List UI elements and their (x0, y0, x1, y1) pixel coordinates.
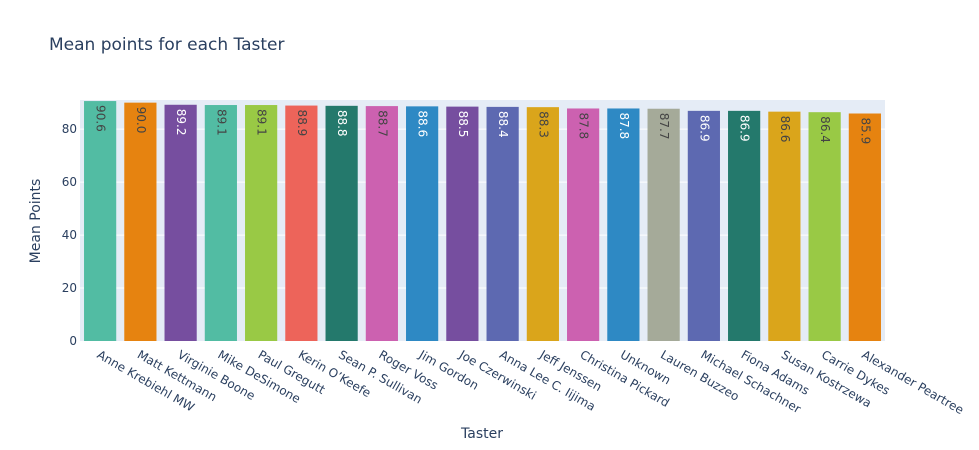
bar-data-label: 88.6 (416, 110, 430, 137)
bar-data-label: 87.7 (657, 113, 671, 140)
bar[interactable] (164, 104, 197, 342)
bar-data-label: 85.9 (858, 118, 872, 145)
bar[interactable] (365, 106, 398, 341)
bar-data-label: 90.0 (134, 107, 148, 134)
bar-data-label: 88.3 (536, 111, 550, 138)
bar[interactable] (567, 108, 600, 341)
bar-data-label: 87.8 (617, 112, 631, 139)
x-axis-title: Taster (460, 426, 503, 442)
bar[interactable] (446, 106, 479, 341)
y-tick-label: 40 (62, 228, 77, 242)
bar[interactable] (607, 108, 640, 341)
chart-title: Mean points for each Taster (49, 35, 284, 55)
bar[interactable] (728, 110, 761, 341)
y-tick-label: 80 (62, 122, 77, 136)
plot-background (80, 100, 885, 341)
bar-data-label: 86.6 (778, 116, 792, 143)
y-tick-label: 60 (62, 175, 77, 189)
bar-data-label: 86.4 (818, 116, 832, 143)
bar[interactable] (204, 105, 237, 342)
bar-data-label: 89.2 (174, 109, 188, 136)
bar-data-label: 90.6 (94, 105, 108, 132)
bar[interactable] (848, 113, 881, 341)
bar-data-label: 88.7 (375, 110, 389, 137)
bar[interactable] (285, 105, 318, 341)
bar-data-label: 88.9 (295, 110, 309, 137)
bar[interactable] (808, 112, 841, 341)
bar-data-label: 86.9 (697, 115, 711, 142)
bar-data-label: 88.8 (335, 110, 349, 137)
y-axis-title: Mean Points (28, 179, 44, 264)
bar[interactable] (647, 108, 680, 341)
bar[interactable] (768, 111, 801, 342)
bar-data-label: 88.4 (496, 111, 510, 138)
bar-labels: 90.6 90.0 89.2 89.1 89.1 88.9 88.8 88.7 88.6 88.5… (94, 105, 873, 144)
bar-data-label: 89.1 (255, 109, 269, 136)
y-tick-label: 0 (69, 334, 77, 348)
bars (84, 101, 881, 342)
y-tick-label: 20 (62, 281, 77, 295)
bar[interactable] (124, 102, 157, 342)
bar-data-label: 86.9 (738, 115, 752, 142)
bar[interactable] (245, 105, 278, 342)
bar[interactable] (325, 105, 358, 341)
bar-data-label: 87.8 (577, 112, 591, 139)
y-axis-ticks: 0 20 40 60 80 (62, 122, 77, 348)
bar-data-label: 88.5 (456, 111, 470, 138)
bar[interactable] (406, 106, 439, 341)
bar-data-label: 89.1 (214, 109, 228, 136)
bar[interactable] (486, 106, 519, 341)
bar[interactable] (84, 101, 117, 341)
bar[interactable] (526, 107, 559, 342)
bar[interactable] (687, 110, 720, 341)
